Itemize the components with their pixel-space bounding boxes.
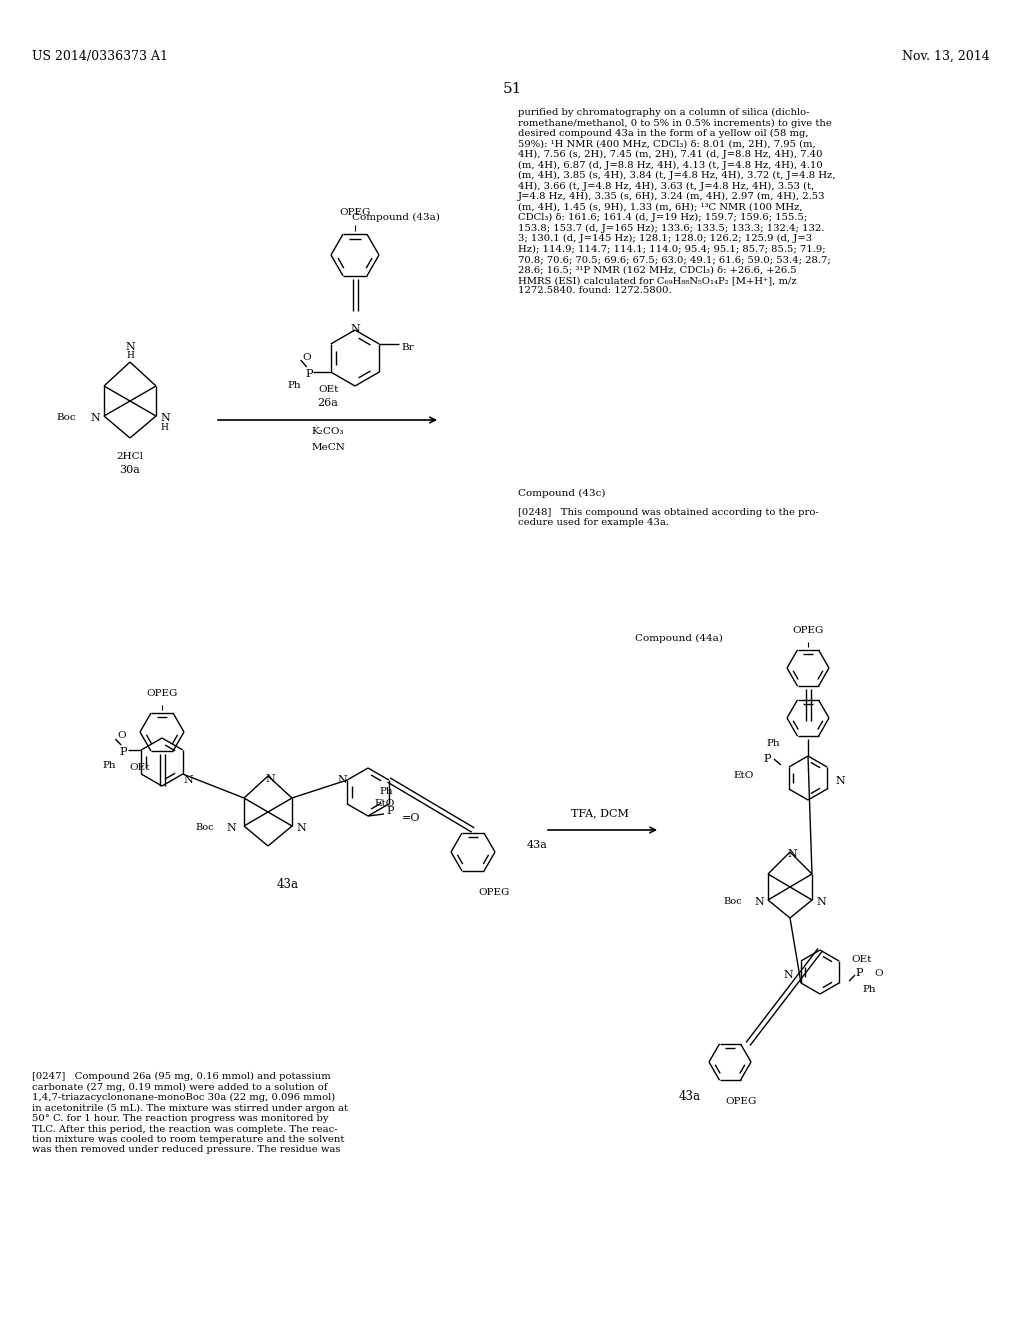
Text: N: N [265,774,274,784]
Text: 43a: 43a [679,1090,701,1104]
Text: OEt: OEt [851,954,871,964]
Text: =O: =O [402,813,421,822]
Text: P: P [763,754,771,764]
Text: O: O [117,731,126,741]
Text: Br: Br [401,343,414,352]
Text: 43a: 43a [526,840,548,850]
Text: Compound (43c): Compound (43c) [518,488,605,498]
Text: [0247]   Compound 26a (95 mg, 0.16 mmol) and potassium
carbonate (27 mg, 0.19 mm: [0247] Compound 26a (95 mg, 0.16 mmol) a… [32,1072,348,1155]
Text: 51: 51 [503,82,521,96]
Text: N: N [337,775,347,785]
Text: OEt: OEt [129,763,150,772]
Text: Ph: Ph [766,738,779,747]
Text: Ph: Ph [379,787,393,796]
Text: Ph: Ph [288,381,301,391]
Text: [0248]   This compound was obtained according to the pro-
cedure used for exampl: [0248] This compound was obtained accord… [518,508,819,528]
Text: OPEG: OPEG [146,689,178,698]
Text: K₂CO₃: K₂CO₃ [311,426,344,436]
Text: O: O [874,969,883,978]
Text: TFA, DCM: TFA, DCM [571,808,629,818]
Text: 2HCl: 2HCl [117,451,143,461]
Text: P: P [120,747,127,756]
Text: OEt: OEt [318,385,339,395]
Text: Boc: Boc [56,413,76,422]
Text: 26a: 26a [317,399,339,408]
Text: N: N [160,413,170,422]
Text: OPEG: OPEG [793,626,823,635]
Text: Nov. 13, 2014: Nov. 13, 2014 [902,50,990,63]
Text: OPEG: OPEG [339,209,371,216]
Text: P: P [305,370,312,379]
Text: OPEG: OPEG [725,1097,757,1106]
Text: N: N [835,776,845,785]
Text: N: N [183,775,193,785]
Text: N: N [783,970,793,979]
Text: N: N [226,822,236,833]
Text: P: P [386,807,394,816]
Text: Ph: Ph [102,762,116,771]
Text: N: N [816,898,825,907]
Text: MeCN: MeCN [311,444,345,451]
Text: N: N [125,342,135,352]
Text: N: N [350,323,359,334]
Text: US 2014/0336373 A1: US 2014/0336373 A1 [32,50,168,63]
Text: Boc: Boc [723,898,742,907]
Text: OPEG: OPEG [478,888,509,898]
Text: O: O [302,354,311,363]
Text: purified by chromatography on a column of silica (dichlo-
romethane/methanol, 0 : purified by chromatography on a column o… [518,108,836,296]
Text: EtO: EtO [374,800,394,808]
Text: H: H [160,424,168,433]
Text: N: N [755,898,764,907]
Text: Boc: Boc [196,824,214,833]
Text: EtO: EtO [733,771,754,780]
Text: Ph: Ph [862,985,876,994]
Text: H: H [126,351,134,360]
Text: P: P [855,968,863,978]
Text: 30a: 30a [120,465,140,475]
Text: N: N [90,413,100,422]
Text: Compound (44a): Compound (44a) [635,634,723,643]
Text: Compound (43a): Compound (43a) [352,213,440,222]
Text: 43a: 43a [278,878,299,891]
Text: N: N [296,822,306,833]
Text: N: N [787,849,797,859]
